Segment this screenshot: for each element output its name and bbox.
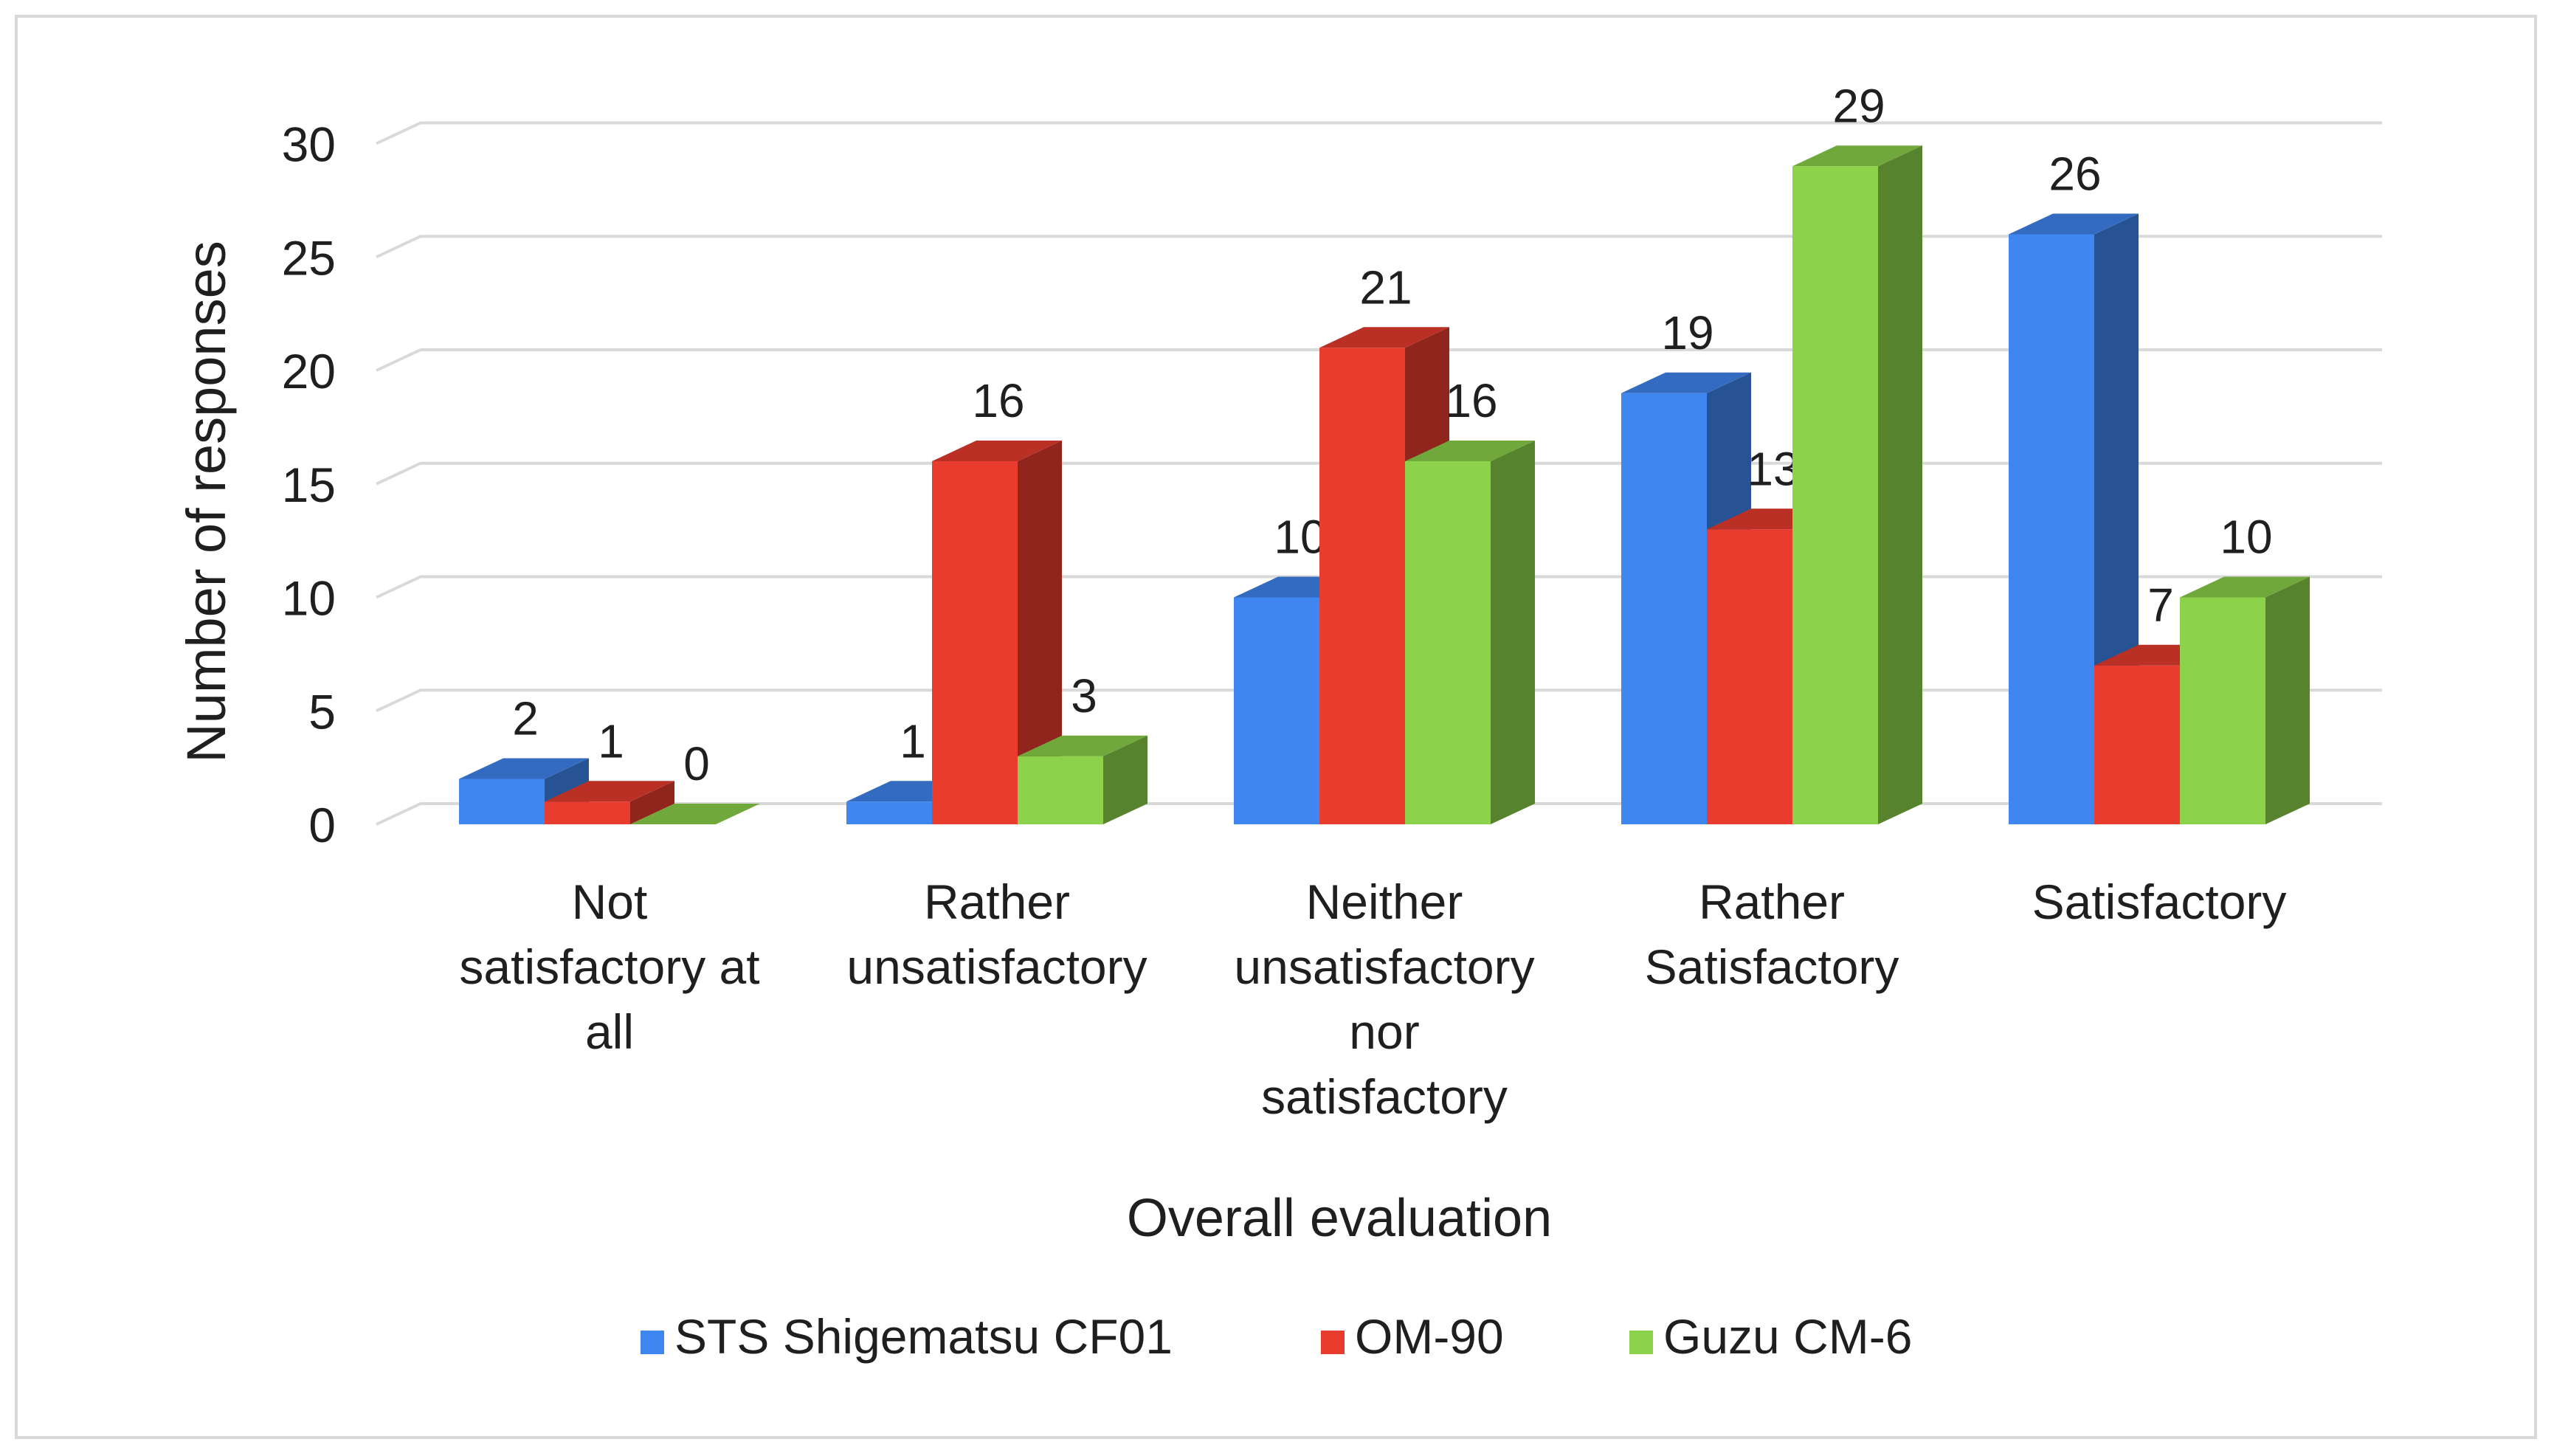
data-label: 1 (598, 714, 624, 767)
gridline (376, 121, 2382, 145)
bar-top (2180, 576, 2310, 598)
bar: 3 (1018, 669, 1147, 824)
gridline (376, 235, 2382, 259)
bar-front (2094, 665, 2180, 824)
y-axis-label: Number of responses (176, 241, 237, 762)
data-label: 0 (683, 737, 710, 790)
bar-front (1234, 597, 1319, 824)
bar: 16 (932, 374, 1062, 824)
data-label: 16 (1445, 374, 1497, 427)
data-label: 16 (972, 374, 1024, 427)
data-label: 1 (900, 714, 926, 767)
bar-front (2180, 597, 2265, 824)
bar: 16 (1405, 374, 1535, 824)
y-tick-label: 0 (308, 798, 336, 852)
bar-front (846, 801, 932, 824)
bar-side (1878, 145, 1922, 824)
y-tick-label: 25 (282, 230, 336, 285)
x-tick-label: Rather Satisfactory (1645, 874, 1899, 994)
legend-item: OM-90 (1321, 1309, 1504, 1364)
bar-top (1792, 145, 1922, 167)
x-tick-label: Not satisfactory at all (459, 874, 759, 1059)
legend-item: STS Shigematsu CF01 (641, 1309, 1173, 1364)
y-tick-label: 20 (282, 344, 336, 398)
data-label: 21 (1359, 261, 1412, 314)
bar-top (1018, 735, 1147, 756)
bar: 10 (2180, 511, 2310, 824)
legend-swatch (641, 1331, 664, 1354)
data-label: 29 (1832, 79, 1885, 132)
x-tick-label: Satisfactory (2032, 874, 2287, 929)
bar-top (1621, 372, 1751, 393)
gridline (376, 348, 2382, 372)
legend: STS Shigematsu CF01 OM-90 Guzu CM-6 (641, 1309, 1912, 1364)
bar-side (1018, 441, 1062, 824)
y-tick-label: 10 (282, 571, 336, 626)
legend-swatch (1629, 1331, 1653, 1354)
y-axis-ticks: 0 5 10 15 20 25 30 (282, 117, 336, 853)
bar-top (932, 441, 1062, 461)
bar: 1 (545, 714, 674, 824)
legend-swatch (1321, 1331, 1345, 1354)
bar-front (2009, 234, 2094, 824)
bar-front (459, 779, 545, 824)
x-tick-label: Rather unsatisfactory (846, 874, 1147, 994)
bar-side (630, 781, 674, 824)
bar-front (1405, 461, 1491, 824)
bar-front (1018, 756, 1103, 824)
x-axis-categories: Not satisfactory at all Rather unsatisfactor… (459, 874, 2286, 1124)
x-axis-label: Overall evaluation (1127, 1189, 1552, 1248)
data-label: 19 (1661, 306, 1713, 359)
bar-top (2009, 213, 2139, 235)
bar: 29 (1792, 79, 1922, 824)
bar-top (1405, 441, 1535, 461)
bar-side (2265, 576, 2310, 824)
bar-front (1319, 348, 1405, 824)
bar-front (1792, 166, 1878, 824)
bar-side (1491, 441, 1535, 824)
bar-front (545, 801, 630, 824)
bar-front (932, 461, 1018, 824)
bar-side (1103, 735, 1147, 824)
data-label: 3 (1071, 669, 1097, 722)
bar: 0 (630, 737, 760, 824)
y-tick-label: 15 (282, 458, 336, 512)
legend-item: Guzu CM-6 (1629, 1309, 1912, 1364)
legend-label: Guzu CM-6 (1663, 1309, 1912, 1364)
bar-front (1707, 529, 1792, 824)
bar-front (1621, 393, 1707, 824)
bar-top (1319, 327, 1449, 348)
y-tick-label: 5 (308, 684, 336, 739)
legend-label: OM-90 (1355, 1309, 1504, 1364)
data-label: 10 (1274, 511, 1326, 564)
y-tick-label: 30 (282, 117, 336, 172)
data-label: 7 (2147, 579, 2174, 632)
data-label: 13 (1747, 442, 1799, 495)
bar-top (459, 758, 589, 779)
data-label: 10 (2220, 511, 2272, 564)
bar-top (545, 781, 674, 802)
data-label: 2 (512, 692, 539, 745)
legend-label: STS Shigematsu CF01 (674, 1309, 1173, 1364)
bar-top (630, 804, 760, 824)
data-label: 26 (2049, 148, 2101, 201)
x-tick-label: Neither unsatisfactory nor satisfactory (1234, 874, 1534, 1124)
